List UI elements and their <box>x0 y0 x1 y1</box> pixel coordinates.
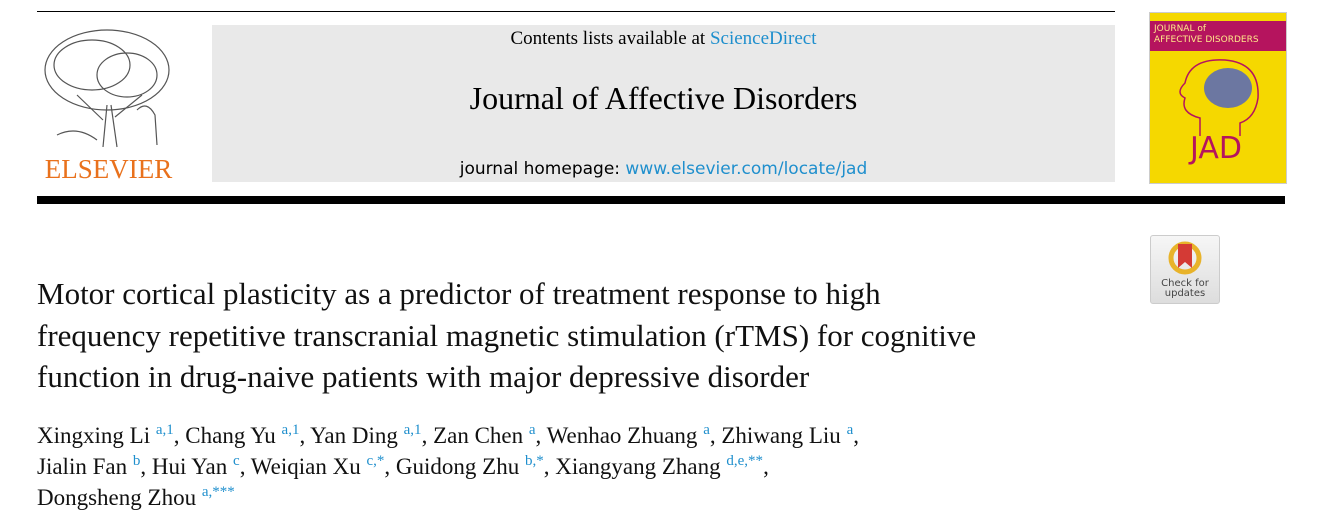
author[interactable]: Yan Ding a,1 <box>310 422 422 449</box>
author-name[interactable]: Xingxing Li <box>37 423 151 448</box>
journal-banner: Contents lists available at ScienceDirec… <box>212 25 1115 182</box>
affiliation-marker[interactable]: a <box>846 422 854 438</box>
author[interactable]: Xingxing Li a,1 <box>37 422 174 449</box>
contents-line: Contents lists available at ScienceDirec… <box>212 28 1115 50</box>
author-name[interactable]: Zan Chen <box>433 423 524 448</box>
journal-title: Journal of Affective Disorders <box>469 80 858 116</box>
affiliation-marker[interactable]: a,1 <box>155 422 174 438</box>
author-name[interactable]: Guidong Zhu <box>395 454 520 479</box>
title-line: function in drug-naive patients with maj… <box>37 359 810 394</box>
elsevier-logo[interactable]: ELSEVIER <box>37 25 180 185</box>
author[interactable]: Wenhao Zhuang a <box>546 422 710 449</box>
header-bar <box>37 196 1285 204</box>
author[interactable]: Zan Chen a <box>433 422 536 449</box>
author-name[interactable]: Xiangyang Zhang <box>555 454 721 479</box>
author-name[interactable]: Wenhao Zhuang <box>546 423 698 448</box>
author-name[interactable]: Chang Yu <box>185 423 276 448</box>
cover-title-2: AFFECTIVE DISORDERS <box>1154 35 1259 45</box>
author[interactable]: Guidong Zhu b,* <box>395 453 544 480</box>
author-name[interactable]: Jialin Fan <box>37 454 128 479</box>
homepage-line: journal homepage: www.elsevier.com/locat… <box>212 159 1115 179</box>
affiliation-marker[interactable]: a <box>528 422 536 438</box>
author-name[interactable]: Zhiwang Liu <box>721 423 841 448</box>
affiliation-marker[interactable]: d,e,** <box>726 453 764 469</box>
cover-title-1: JOURNAL of <box>1154 24 1207 34</box>
affiliation-marker[interactable]: a,*** <box>201 484 235 500</box>
affiliation-marker[interactable]: c <box>233 453 240 469</box>
cover-abbrev: JAD <box>1190 131 1242 166</box>
author[interactable]: Dongsheng Zhou a,*** <box>37 484 235 511</box>
check-line2: updates <box>1164 288 1206 299</box>
author-name[interactable]: Hui Yan <box>151 454 228 479</box>
author[interactable]: Weiqian Xu c,* <box>250 453 385 480</box>
affiliation-marker[interactable]: a,1 <box>403 422 422 438</box>
homepage-link[interactable]: www.elsevier.com/locate/jad <box>625 159 868 179</box>
bookmark-icon <box>1168 241 1202 275</box>
title-line: Motor cortical plasticity as a predictor… <box>37 276 881 311</box>
title-line: frequency repetitive transcranial magnet… <box>37 317 977 353</box>
journal-cover[interactable]: JOURNAL of AFFECTIVE DISORDERS JAD <box>1149 12 1287 184</box>
author[interactable]: Zhiwang Liu a <box>721 422 854 449</box>
author[interactable]: Chang Yu a,1 <box>185 422 300 449</box>
affiliation-marker[interactable]: a,1 <box>281 422 300 438</box>
affiliation-marker[interactable]: b,* <box>524 453 544 469</box>
affiliation-marker[interactable]: b <box>132 453 141 469</box>
check-for-updates-button[interactable]: Check for updates <box>1150 235 1220 304</box>
author[interactable]: Hui Yan c <box>151 453 240 480</box>
article-title: Motor cortical plasticity as a predictor… <box>37 273 1137 398</box>
author[interactable]: Jialin Fan b <box>37 453 141 480</box>
author[interactable]: Xiangyang Zhang d,e,** <box>555 453 764 480</box>
tree-icon <box>44 29 170 148</box>
affiliation-marker[interactable]: c,* <box>366 453 385 469</box>
homepage-label: journal homepage: <box>459 159 626 179</box>
contents-label: Contents lists available at <box>510 28 710 49</box>
author-list: Xingxing Li a,1, Chang Yu a,1, Yan Ding … <box>37 422 859 511</box>
cover-band: JOURNAL of AFFECTIVE DISORDERS <box>1150 21 1286 51</box>
author-name[interactable]: Dongsheng Zhou <box>37 485 197 510</box>
elsevier-wordmark: ELSEVIER <box>44 154 173 184</box>
header-rule <box>37 11 1115 12</box>
head-brain-icon <box>1179 59 1259 136</box>
check-line1: Check for <box>1161 278 1209 289</box>
affiliation-marker[interactable]: a <box>703 422 710 438</box>
author-name[interactable]: Weiqian Xu <box>250 454 361 479</box>
sciencedirect-link[interactable]: ScienceDirect <box>709 28 817 49</box>
author-name[interactable]: Yan Ding <box>310 423 398 448</box>
